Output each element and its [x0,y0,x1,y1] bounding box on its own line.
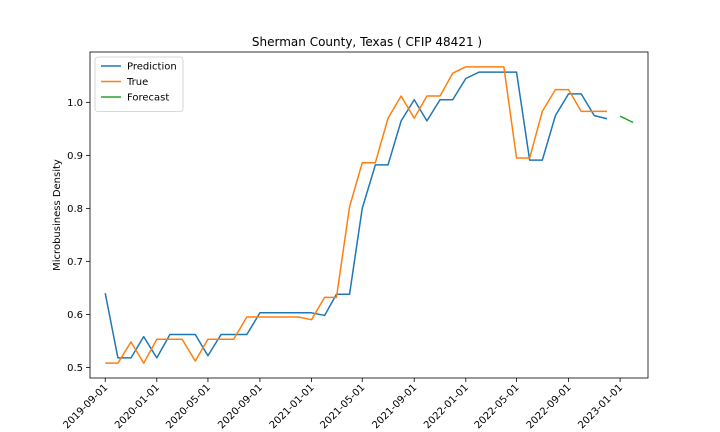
y-tick-label: 0.9 [67,151,83,162]
legend-label-forecast: Forecast [127,93,169,104]
y-axis-title: Microbusiness Density [52,159,63,271]
chart-title: Sherman County, Texas ( CFIP 48421 ) [252,35,482,49]
x-tick-label: 2022-01-01 [422,382,471,431]
y-tick-label: 0.8 [67,204,83,215]
series-line-true [105,66,607,364]
legend-box [94,56,184,112]
x-tick-label: 2022-05-01 [473,382,522,431]
x-tick-label: 2021-05-01 [318,382,367,431]
legend-label-prediction: Prediction [127,62,177,73]
x-tick-label: 2021-01-01 [268,382,317,431]
series-line-prediction [104,71,608,359]
y-tick-label: 0.6 [67,310,83,321]
y-tick-label: 0.5 [67,363,83,374]
plot-area [89,51,649,379]
x-tick-label: 2019-09-01 [61,382,110,431]
x-tick-label: 2022-09-01 [525,382,574,431]
series-line-forecast [619,115,634,124]
y-tick-label: 1.0 [67,98,83,109]
series-layer [104,66,634,364]
legend-label-true: True [126,77,148,88]
y-axis: 0.5 0.6 0.7 0.8 0.9 1.0 [67,98,90,374]
y-tick-label: 0.7 [67,257,83,268]
x-tick-label: 2023-01-01 [576,382,625,431]
x-tick-label: 2020-05-01 [164,382,213,431]
x-axis: 2019-09-01 2020-01-01 2020-05-01 2020-09-01… [61,378,625,431]
x-tick-label: 2021-09-01 [370,382,419,431]
x-tick-label: 2020-01-01 [113,382,162,431]
legend: Prediction True Forecast [94,56,184,112]
x-tick-label: 2020-09-01 [216,382,265,431]
